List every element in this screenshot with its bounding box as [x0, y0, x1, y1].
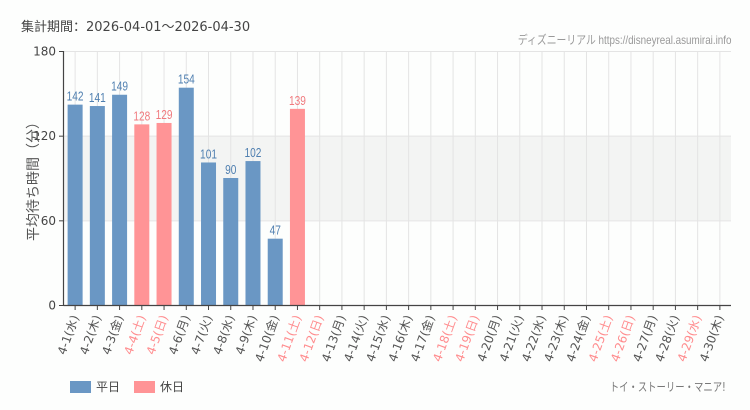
bar	[267, 238, 283, 305]
bar	[289, 108, 305, 305]
bar-value-label: 139	[289, 94, 306, 108]
bar	[245, 161, 261, 305]
bar	[156, 122, 172, 305]
bar	[67, 104, 83, 305]
legend: 平日 休日	[70, 378, 198, 395]
y-tick-label: 60	[41, 214, 56, 228]
legend-label-weekday: 平日	[96, 380, 121, 394]
legend-label-holiday: 休日	[160, 380, 185, 394]
bar-value-label: 90	[225, 163, 237, 177]
bar	[201, 162, 217, 305]
period-label: 集計期間：2026-04-01〜2026-04-30	[21, 20, 251, 35]
attraction-name: トイ・ストーリー・マニア!	[609, 380, 726, 394]
bar-value-label: 47	[270, 224, 281, 238]
bar-value-label: 129	[156, 108, 173, 122]
bar-value-label: 141	[89, 91, 106, 105]
bar-value-label: 102	[245, 146, 262, 160]
y-tick-label: 120	[33, 129, 56, 143]
bar-value-label: 149	[111, 80, 128, 94]
y-tick-label: 0	[48, 299, 56, 313]
legend-swatch-weekday	[70, 380, 91, 393]
bar-value-label: 154	[178, 73, 195, 87]
legend-item-holiday: 休日	[134, 378, 184, 395]
bar-value-label: 101	[200, 147, 217, 161]
bar	[178, 87, 194, 305]
site-credit: ディズニーリアル https://disneyreal.asumirai.inf…	[517, 33, 731, 47]
y-axis-title: 平均待ち時間（分）	[26, 115, 42, 241]
bar-value-label: 128	[133, 109, 150, 123]
bar-value-label: 142	[67, 89, 84, 103]
bar	[112, 94, 128, 305]
legend-item-weekday: 平日	[70, 378, 120, 395]
y-tick-label: 180	[33, 45, 56, 59]
highlight-band	[64, 135, 731, 221]
bar	[89, 106, 105, 306]
bar	[134, 124, 150, 305]
legend-swatch-holiday	[134, 380, 156, 393]
bar	[223, 178, 239, 305]
